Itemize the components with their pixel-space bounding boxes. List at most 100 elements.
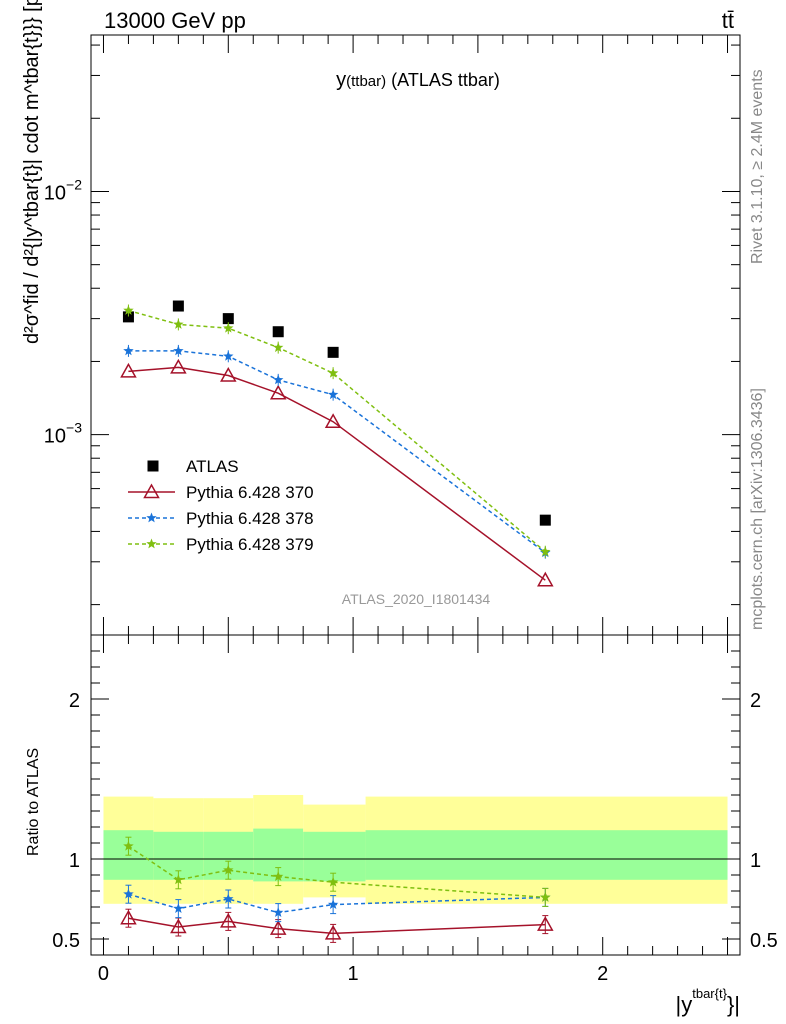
legend-marker — [147, 460, 159, 472]
main-panel-ticks: 10−210−3 — [44, 35, 740, 635]
ratio-data-point — [223, 893, 234, 904]
x-axis-label-sup: tbar{t} — [692, 986, 727, 1001]
data-point — [273, 342, 284, 353]
legend-label: Pythia 6.428 379 — [186, 535, 314, 554]
main-y-tick-label-base: 10 — [44, 182, 66, 204]
ratio-data-point — [120, 909, 137, 925]
data-point — [173, 318, 184, 329]
main-y-tick-label-exponent: −2 — [66, 176, 82, 192]
x-axis-label-main: |y — [676, 992, 693, 1017]
data-point — [539, 514, 551, 526]
data-point — [172, 300, 184, 312]
series-1 — [120, 358, 554, 587]
ratio-panel: 0.5 0.5 1 1 2 2 0 1 2 Ratio to ATLAS |ytbar{t}}| — [25, 634, 778, 1017]
ratio-series-2 — [123, 836, 551, 907]
data-point — [272, 326, 284, 338]
analysis-watermark: ATLAS_2020_I1801434 — [342, 591, 491, 607]
data-point — [273, 374, 284, 385]
series-3 — [123, 304, 551, 558]
legend-entry: Pythia 6.428 378 — [128, 509, 314, 528]
plot-title-rest: (ATLAS ttbar) — [391, 70, 500, 90]
ratio-data-point — [273, 907, 284, 917]
ratio-data-point — [327, 899, 339, 909]
legend-entry: ATLAS — [147, 457, 239, 476]
data-point — [327, 389, 339, 400]
data-point — [123, 345, 134, 356]
x-axis-label-end: }| — [727, 992, 740, 1017]
ratio-y-axis-label: Ratio to ATLAS — [25, 748, 42, 856]
ratio-series-line — [127, 845, 546, 899]
legend: ATLAS Pythia 6.428 370 Pythia 6.428 378 Pyt… — [128, 457, 314, 554]
legend-marker — [146, 538, 157, 549]
data-point — [223, 350, 234, 361]
ratio-data-point — [173, 874, 184, 885]
rivet-version-label: Rivet 3.1.10, ≥ 2.4M events — [749, 69, 766, 264]
legend-entry: Pythia 6.428 379 — [128, 535, 314, 554]
header-left-text: 13000 GeV pp — [104, 8, 246, 33]
series-line — [128, 350, 546, 554]
data-point — [537, 571, 554, 587]
ratio-panel-series — [120, 836, 554, 943]
ratio-panel-frame — [90, 634, 741, 956]
main-y-axis-label: d²σ^fid / d²{|y^tbar{t}| cdot m^tbar{t}}… — [21, 0, 43, 344]
data-point — [222, 313, 234, 325]
ratio-series-0 — [120, 908, 554, 943]
main-y-tick-label-exponent: −3 — [66, 420, 82, 436]
main-y-tick-label-base: 10 — [44, 426, 66, 448]
ratio-band-inner — [365, 830, 728, 880]
ratio-data-point — [269, 920, 287, 935]
plot-title-main: y — [336, 69, 346, 91]
legend-label: ATLAS — [186, 457, 239, 476]
ratio-y-tick-label-left: 0.5 — [52, 930, 80, 952]
data-point — [327, 346, 339, 358]
data-point — [122, 311, 134, 323]
main-panel: 10−210−3 y(ttbar) (ATLAS ttbar) ATLAS_20… — [21, 0, 741, 636]
ratio-data-point — [273, 871, 284, 881]
data-point — [540, 546, 551, 557]
legend-marker — [146, 512, 157, 523]
main-y-tick-label: 10−3 — [44, 420, 82, 448]
data-point — [123, 305, 134, 315]
ratio-y-tick-label-right: 1 — [750, 850, 761, 872]
x-tick-label: 0 — [98, 963, 109, 985]
main-panel-series — [120, 300, 554, 587]
data-point — [327, 367, 339, 378]
ratio-y-tick-label-left: 2 — [69, 690, 80, 712]
series-line — [128, 366, 546, 581]
data-point — [120, 362, 137, 378]
ratio-data-point — [123, 840, 134, 851]
ratio-data-point — [123, 888, 134, 899]
legend-marker — [143, 483, 160, 499]
data-point — [269, 384, 287, 400]
ratio-data-point — [220, 912, 237, 928]
mcplots-label: mcplots.cern.ch [arXiv:1306.3436] — [749, 388, 766, 630]
x-axis-label: |ytbar{t}}| — [676, 986, 740, 1017]
data-point — [324, 413, 342, 428]
main-y-tick-label: 10−2 — [44, 176, 82, 204]
plot-title-sub: (ttbar) — [346, 73, 386, 90]
x-tick-label: 2 — [597, 963, 608, 985]
x-tick-label: 1 — [348, 963, 359, 985]
series-line — [128, 309, 546, 553]
ratio-data-point — [324, 924, 342, 940]
data-point — [223, 322, 234, 333]
series-0 — [122, 300, 551, 526]
legend-label: Pythia 6.428 370 — [186, 483, 314, 502]
plot-title: y(ttbar) (ATLAS ttbar) — [336, 69, 500, 91]
ratio-y-tick-label-left: 1 — [69, 850, 80, 872]
ratio-series-line — [128, 917, 546, 935]
legend-entry: Pythia 6.428 370 — [128, 483, 314, 502]
ratio-uncertainty-bands — [103, 795, 728, 904]
ratio-data-point — [170, 918, 187, 934]
data-point — [173, 345, 184, 356]
ratio-y-tick-label-right: 0.5 — [750, 930, 778, 952]
ratio-y-tick-label-right: 2 — [750, 690, 761, 712]
ratio-data-point — [537, 916, 554, 931]
header-right-text: tt̄ — [722, 8, 734, 33]
legend-label: Pythia 6.428 378 — [186, 509, 314, 528]
ratio-data-point — [327, 876, 339, 887]
ratio-data-point — [540, 891, 551, 902]
data-point — [220, 367, 237, 382]
ratio-series-line — [128, 893, 546, 914]
